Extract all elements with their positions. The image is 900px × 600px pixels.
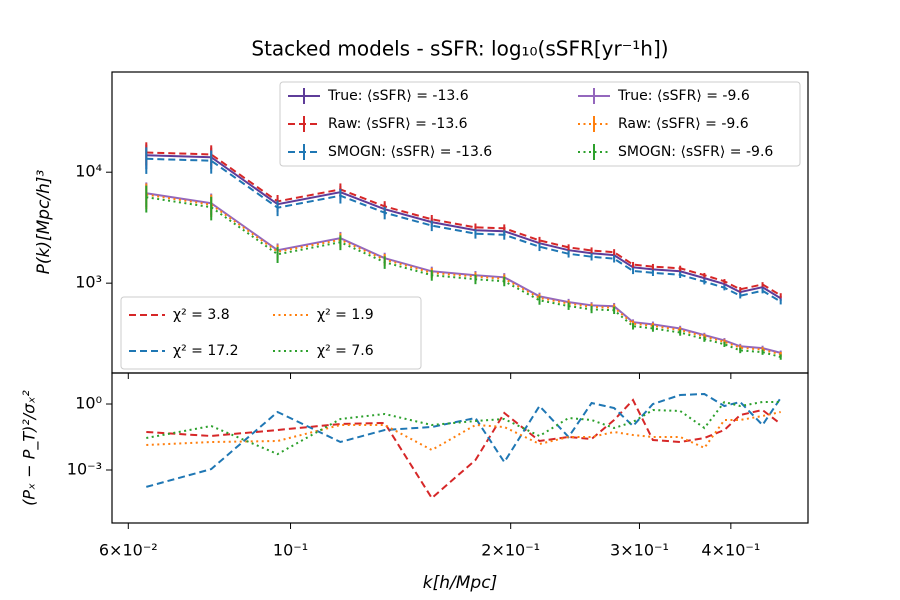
series-line	[146, 151, 782, 297]
series-line	[146, 192, 781, 354]
legend-box	[120, 296, 422, 370]
x-tick-label: 6×10⁻²	[99, 541, 158, 560]
y-tick-label: 10⁰	[75, 394, 102, 413]
series-line	[146, 154, 782, 300]
series-line	[146, 157, 782, 303]
chart-title: Stacked models - sSFR: log₁₀(sSFR[yr⁻¹h]…	[251, 37, 668, 61]
x-tick-label: 4×10⁻¹	[701, 541, 760, 560]
series-line	[146, 411, 781, 452]
series-line	[146, 196, 781, 358]
axes-frame	[111, 372, 809, 524]
legend-label: SMOGN: ⟨sSFR⟩ = -13.6	[328, 144, 492, 160]
legend-label: Raw: ⟨sSFR⟩ = -13.6	[328, 116, 468, 132]
series-line	[146, 398, 782, 500]
y-axis-label: P(k)[Mpc/h]³	[34, 169, 54, 274]
legend-label: SMOGN: ⟨sSFR⟩ = -9.6	[618, 144, 773, 160]
legend-label: χ² = 3.8	[173, 307, 230, 323]
x-axis-label: k[h/Mpc]	[423, 573, 497, 593]
y-tick-label: 10⁻³	[67, 460, 102, 479]
x-tick-label: 10⁻¹	[273, 541, 308, 560]
legend-label: χ² = 7.6	[317, 343, 374, 359]
series-line	[146, 392, 782, 488]
legend-box	[279, 81, 801, 167]
legend-label: χ² = 1.9	[317, 307, 374, 323]
series-line	[146, 193, 781, 356]
x-tick-label: 2×10⁻¹	[481, 541, 540, 560]
y-axis-label: (Pₓ − P_T)²/σₓ²	[20, 390, 40, 506]
y-tick-label: 10⁴	[75, 162, 102, 181]
legend-label: Raw: ⟨sSFR⟩ = -9.6	[618, 116, 749, 132]
legend-label: χ² = 17.2	[173, 343, 239, 359]
x-tick-label: 3×10⁻¹	[610, 541, 669, 560]
legend-label: True: ⟨sSFR⟩ = -9.6	[617, 88, 750, 104]
series-line	[146, 400, 781, 456]
legend-label: True: ⟨sSFR⟩ = -13.6	[327, 88, 469, 104]
y-tick-label: 10³	[75, 273, 102, 292]
